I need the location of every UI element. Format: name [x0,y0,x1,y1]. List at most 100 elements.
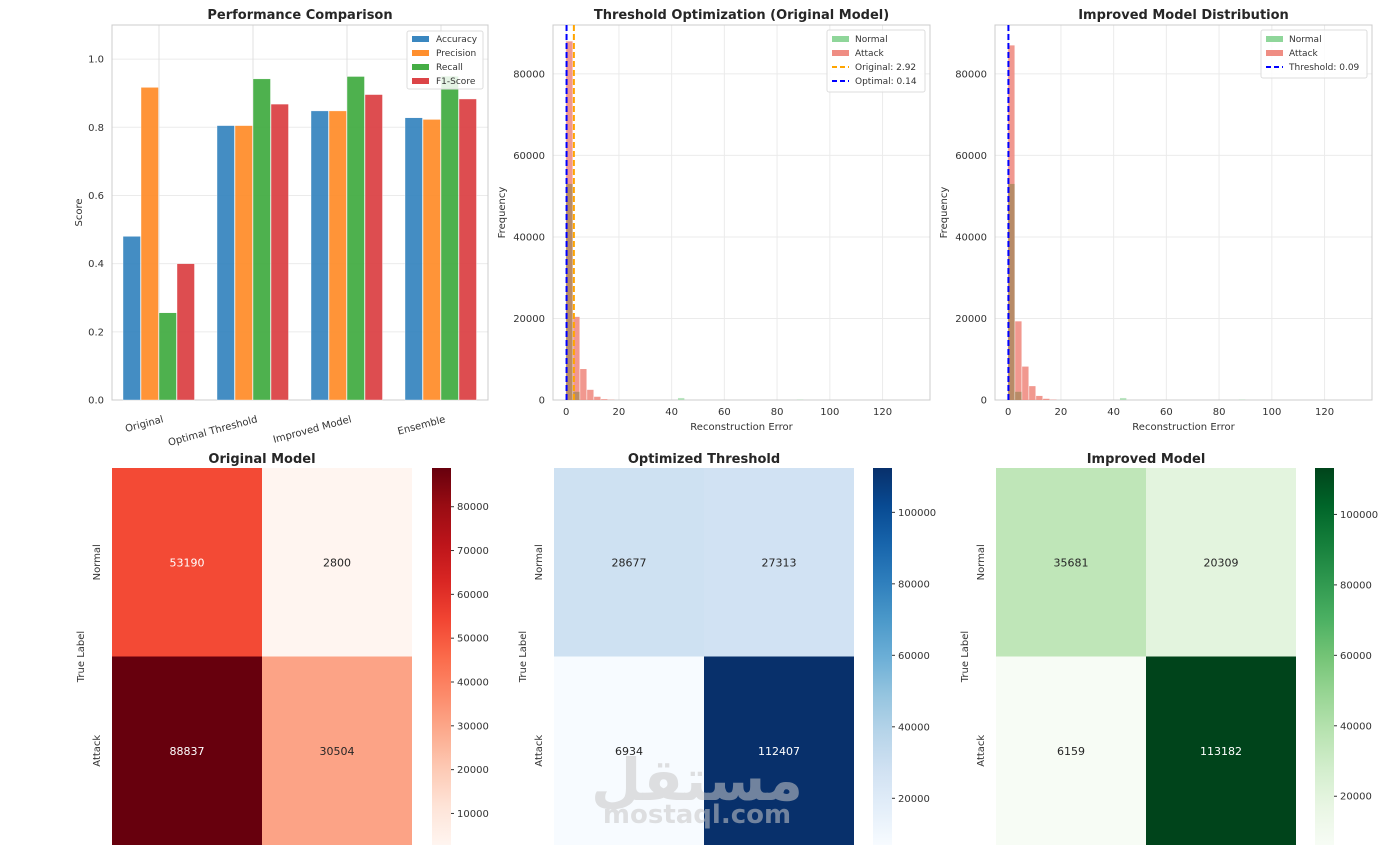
y-tick-label: 60000 [955,151,987,162]
row-label: Normal [976,544,987,580]
x-axis-label: Reconstruction Error [690,422,793,433]
heatmap-cell [704,656,854,845]
bar-accuracy [404,117,423,401]
x-tick-label: 40 [1107,407,1120,418]
colorbar-tick-label: 60000 [1340,651,1372,662]
x-tick-label: 20 [1055,407,1068,418]
colorbar-tick-label: 20000 [1340,792,1372,803]
hist-bar-attack [1029,386,1036,400]
x-tick-label: 20 [613,407,626,418]
x-tick-label: 80 [1213,407,1226,418]
cell-value: 2800 [323,556,351,569]
x-tick-label: 120 [873,407,892,418]
y-axis-label: True Label [960,631,971,683]
hist-bar-attack [573,316,580,400]
hist-bar-overlap [1015,391,1022,400]
cell-value: 28677 [612,556,647,569]
bar-recall [158,312,177,401]
x-tick-label: Ensemble [397,414,447,437]
chart-title: Optimized Threshold [628,452,780,467]
y-tick-label: 40000 [955,232,987,243]
colorbar-tick-label: 100000 [1340,510,1378,521]
bar-precision [140,87,159,401]
cell-value: 113182 [1200,745,1242,758]
legend-swatch [1266,36,1283,42]
legend-swatch [1266,50,1283,56]
legend-label: Normal [1289,35,1322,45]
bar-f1-score [364,94,383,401]
row-label: Normal [92,544,103,580]
bar-accuracy [216,125,235,401]
x-tick-label: Original [124,414,165,435]
x-tick-label: 80 [771,407,784,418]
colorbar-tick-label: 50000 [457,634,489,645]
hist-bar-overlap [566,183,573,400]
cell-value: 6934 [615,745,643,758]
heatmap-cell [996,468,1146,657]
hist-bar-overlap [1008,183,1015,400]
y-tick-label: 0.6 [88,191,104,202]
heatmap-cell [262,656,412,845]
bar-recall [346,76,365,401]
x-tick-label: 0 [1005,407,1011,418]
x-tick-label: 100 [1262,407,1281,418]
colorbar-tick-label: 20000 [457,765,489,776]
plot-frame [111,24,489,401]
hist-bar-attack [594,396,601,400]
y-tick-label: 40000 [513,232,545,243]
y-tick-label: 0.2 [88,327,104,338]
legend-label: Attack [855,49,885,59]
legend-label: Recall [436,63,463,73]
legend-swatch [412,64,429,70]
y-tick-label: 0 [539,396,545,407]
legend-swatch [412,36,429,42]
legend-label: Original: 2.92 [855,63,916,73]
colorbar-tick-label: 10000 [457,809,489,820]
legend-box [1260,29,1368,79]
hist-bar-normal [1119,397,1127,400]
cell-value: 20309 [1204,556,1239,569]
hist-bar-attack [1015,321,1022,400]
row-label: Attack [92,735,103,767]
bar-accuracy [310,110,329,401]
colorbar-tick-label: 30000 [457,721,489,732]
y-axis-label: Frequency [939,187,950,239]
bar-f1-score [270,103,289,401]
colorbar [1315,468,1334,845]
y-tick-label: 20000 [955,314,987,325]
bar-precision [328,110,347,401]
colorbar-tick-label: 60000 [898,651,930,662]
legend-label: Precision [436,49,476,59]
chart-title: Threshold Optimization (Original Model) [594,8,889,23]
hist-bar-attack [587,389,594,400]
legend-label: Threshold: 0.09 [1288,63,1360,73]
bar-precision [422,119,441,401]
heatmap-cell [112,468,262,657]
x-tick-label: 0 [563,407,569,418]
hist-bar-attack [580,369,587,400]
heatmap-cell [262,468,412,657]
watermark: مستقل mostaql.com [591,746,803,830]
legend-swatch [412,78,429,84]
cell-value: 88837 [170,745,205,758]
x-tick-label: 60 [1160,407,1173,418]
y-tick-label: 1.0 [88,55,104,66]
heatmap-cell [1146,656,1296,845]
cell-value: 35681 [1054,556,1089,569]
colorbar [432,468,451,845]
y-tick-label: 0.8 [88,123,104,134]
y-tick-label: 60000 [513,151,545,162]
legend-label: Optimal: 0.14 [855,77,917,87]
heatmap-cell [554,656,704,845]
legend-label: F1-Score [436,77,476,87]
y-tick-label: 80000 [513,69,545,80]
bar-precision [234,125,253,401]
chart-title: Improved Model [1087,452,1206,467]
hist1-histogram-chart: 0 20000 40000 60000 80000 0 20 40 60 80 100 120 Thre… [497,8,931,433]
cm1-confusion-matrix: 53190 2800 88837 30504 Normal Attack True Labe… [76,452,489,845]
colorbar-tick-label: 40000 [898,722,930,733]
y-axis-label: True Label [518,631,529,683]
colorbar-tick-label: 60000 [457,590,489,601]
colorbar-tick-label: 20000 [898,794,930,805]
